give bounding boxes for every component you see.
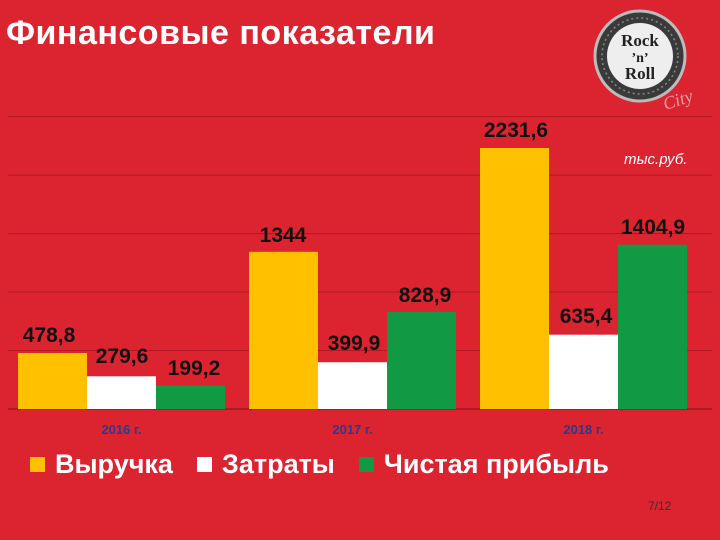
bar-costs-3 <box>549 334 618 409</box>
bar-profit-3 <box>618 244 687 409</box>
legend-item-costs: Затраты <box>196 449 335 480</box>
legend-item-revenue: Выручка <box>30 449 173 480</box>
bar-profit-1 <box>156 385 225 409</box>
bar-costs-1 <box>87 376 156 409</box>
logo-text-line1: Rock <box>621 31 659 50</box>
data-label-costs-1: 279,6 <box>96 345 149 368</box>
data-label-revenue-2: 1344 <box>260 224 307 247</box>
legend-swatch-costs <box>196 457 212 472</box>
legend-label-profit: Чистая прибыль <box>383 449 609 479</box>
bar-revenue-2 <box>249 251 318 409</box>
unit-label: тыс.руб. <box>624 151 688 168</box>
data-label-profit-1: 199,2 <box>168 357 221 380</box>
data-label-profit-2: 828,9 <box>399 284 452 307</box>
chart-legend: Выручка Затраты Чистая прибыль <box>30 449 633 480</box>
data-label-profit-3: 1404,9 <box>621 216 685 239</box>
rock-n-roll-city-logo: Rock ’n’ Roll City <box>593 9 695 114</box>
page-number: 7/12 <box>648 499 672 513</box>
bar-revenue-1 <box>18 353 87 409</box>
category-label-3: 2018 г. <box>563 422 603 437</box>
bar-chart: 478,8 279,6 199,2 2016 г. 1344 399,9 828,9 2017… <box>8 116 712 437</box>
data-label-revenue-1: 478,8 <box>23 324 76 347</box>
data-label-costs-3: 635,4 <box>560 305 613 328</box>
bar-profit-2 <box>387 312 456 409</box>
data-label-revenue-3: 2231,6 <box>484 119 548 142</box>
legend-label-revenue: Выручка <box>55 449 173 479</box>
data-label-costs-2: 399,9 <box>328 332 381 355</box>
logo-text-line2: ’n’ <box>631 51 648 66</box>
bar-revenue-3 <box>480 148 549 409</box>
legend-swatch-profit <box>358 457 374 472</box>
legend-swatch-revenue <box>30 457 45 472</box>
legend-item-profit: Чистая прибыль <box>358 449 609 480</box>
category-label-2: 2017 г. <box>332 422 372 437</box>
legend-label-costs: Затраты <box>221 449 335 479</box>
page-title: Финансовые показатели <box>6 14 436 52</box>
bar-costs-2 <box>318 362 387 409</box>
logo-text-line3: Roll <box>625 64 656 83</box>
category-label-1: 2016 г. <box>101 422 141 437</box>
